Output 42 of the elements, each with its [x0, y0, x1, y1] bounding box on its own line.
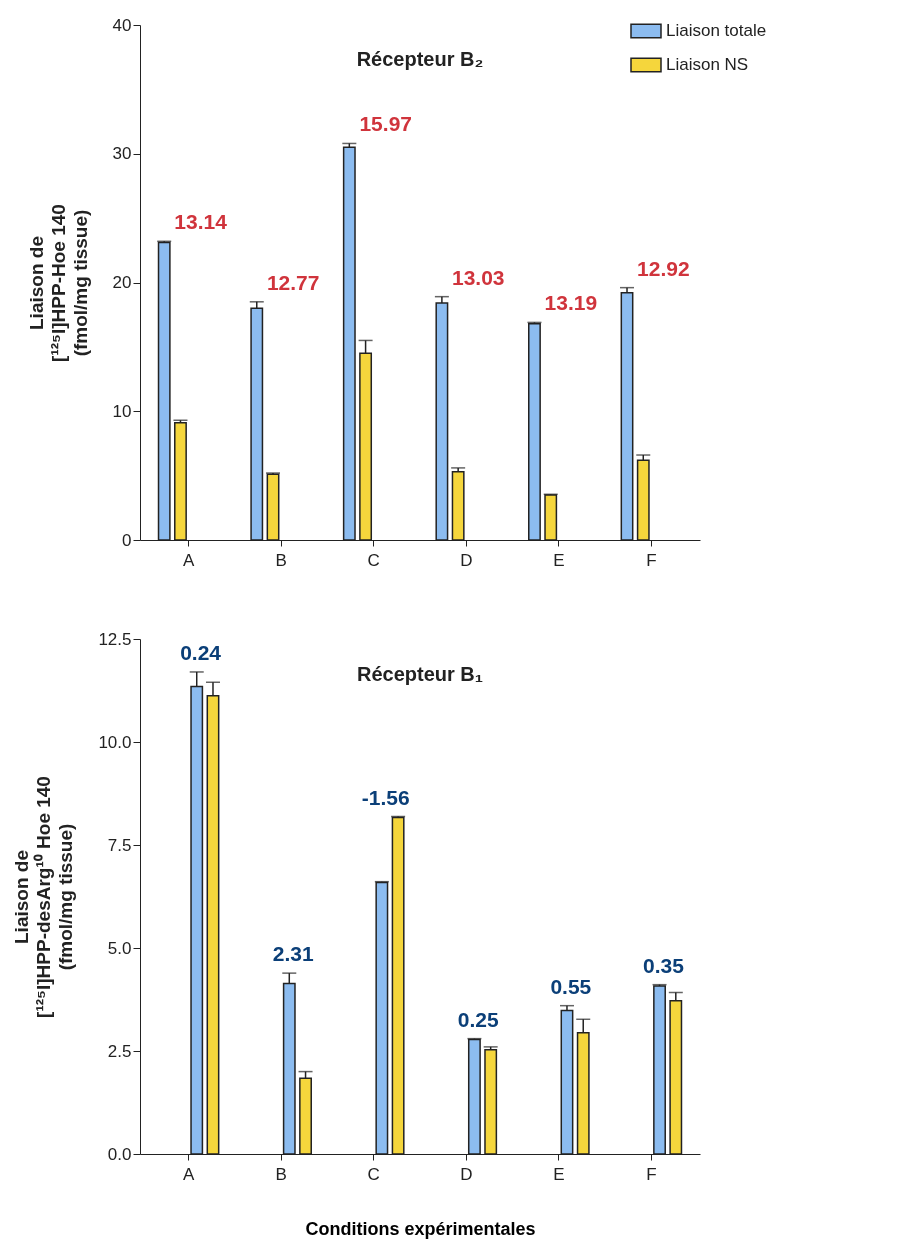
- y-tick-label: 12.5: [98, 629, 132, 649]
- annotation: 0.24: [180, 640, 222, 664]
- x-tick-label: E: [553, 550, 565, 570]
- legend-label: Liaison NS: [666, 55, 749, 74]
- x-tick-label: A: [182, 550, 195, 570]
- x-tick-label: D: [460, 550, 473, 570]
- x-tick-label: F: [646, 1164, 657, 1184]
- y-tick-label: 10.0: [98, 732, 132, 752]
- x-tick-label: C: [367, 550, 380, 570]
- y-tick-label: 0: [122, 530, 132, 550]
- x-tick-label: A: [182, 1164, 195, 1184]
- y-axis-title: Liaison de [¹²⁵I]HPP-desArg¹⁰ Hoe 140 (fmol/mg tissue): [11, 776, 77, 1018]
- x-tick-label: E: [553, 1164, 565, 1184]
- x-tick-label: B: [275, 1164, 287, 1184]
- annotation: 13.03: [452, 265, 505, 289]
- annotation: -1.56: [361, 785, 410, 809]
- text: Récepteur B₁: [356, 663, 484, 685]
- annotation: 12.77: [266, 270, 320, 294]
- y-tick-label: 7.5: [107, 835, 132, 855]
- y-tick-label: 40: [112, 15, 132, 35]
- y-tick-label: 30: [112, 144, 132, 164]
- annotation: 0.55: [550, 974, 592, 998]
- y-axis-title: Liaison de [¹²⁵I]HPP-Hoe 140 (fmol/mg tissue): [25, 204, 91, 362]
- annotation: 2.31: [272, 942, 314, 966]
- annotation: 13.19: [544, 291, 598, 315]
- annotation: 15.97: [359, 112, 412, 136]
- y-tick-label: 2.5: [107, 1041, 132, 1061]
- annotation: 13.14: [174, 210, 228, 234]
- annotation: 0.35: [642, 953, 685, 977]
- y-tick-label: 20: [112, 273, 132, 292]
- x-tick-label: B: [275, 550, 287, 570]
- x-axis-title: Conditions expérimentales: [305, 1218, 536, 1239]
- legend-label: Liaison totale: [666, 21, 767, 40]
- x-tick-label: F: [646, 550, 657, 570]
- annotation: 12.92: [637, 256, 690, 280]
- annotation: 0.25: [457, 1007, 500, 1031]
- x-tick-label: D: [460, 1164, 473, 1184]
- x-tick-label: C: [367, 1164, 380, 1184]
- y-tick-label: 10: [112, 401, 132, 421]
- y-tick-label: 0.0: [107, 1144, 132, 1164]
- y-tick-label: 5.0: [107, 938, 132, 958]
- text: Récepteur B₂: [356, 48, 484, 70]
